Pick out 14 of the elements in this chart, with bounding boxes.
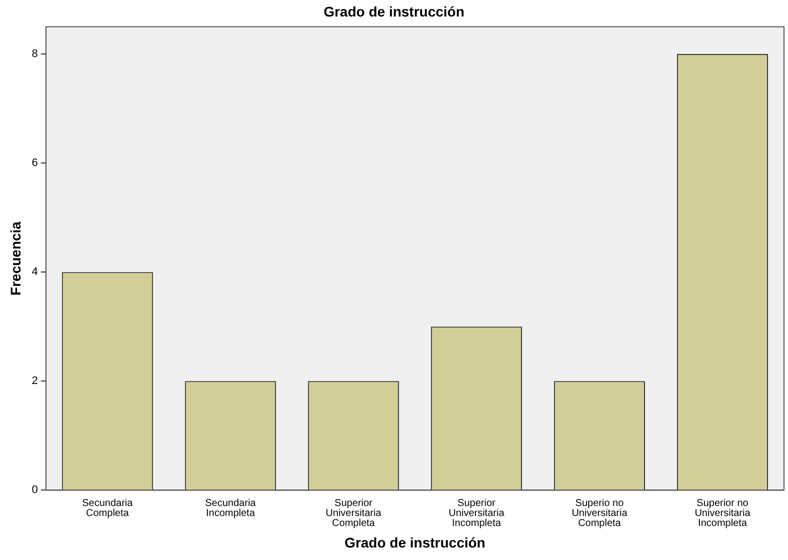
x-tick-label: Superior Universitaria Completa (326, 498, 382, 529)
x-tick-label: Superio no Universitaria Completa (572, 498, 628, 529)
x-tick-label: Superior no Universitaria Incompleta (694, 498, 751, 529)
x-axis-title: Grado de instrucción (344, 534, 486, 550)
y-tick-label: 6 (32, 157, 38, 170)
x-tick-label: Secundaria Completa (82, 498, 134, 519)
chart-title: Grado de instrucción (324, 3, 464, 20)
y-tick-label: 4 (32, 266, 38, 278)
y-tick-label: 8 (32, 48, 38, 60)
x-tick-label: Secundaria Incompleta (205, 498, 256, 519)
y-tick-label: 0 (32, 484, 38, 496)
y-tick-label: 2 (32, 375, 38, 388)
y-axis-title: Frecuencia (7, 221, 24, 296)
x-tick-label: Superior Universitaria Incompleta (448, 498, 505, 529)
